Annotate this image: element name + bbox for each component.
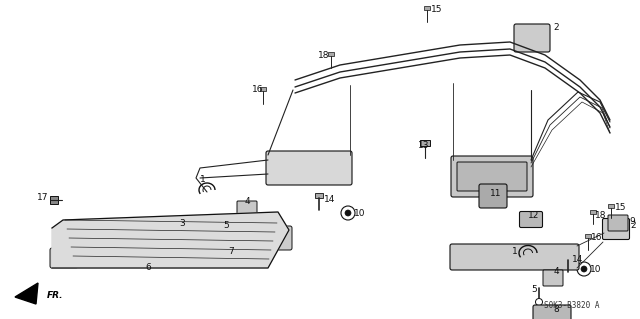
- FancyBboxPatch shape: [590, 210, 596, 214]
- FancyBboxPatch shape: [451, 156, 533, 197]
- Text: 5: 5: [223, 220, 229, 229]
- Text: 4: 4: [244, 197, 250, 205]
- Polygon shape: [15, 283, 38, 304]
- FancyBboxPatch shape: [585, 234, 591, 238]
- Text: 17: 17: [37, 194, 49, 203]
- Text: 1: 1: [512, 248, 518, 256]
- FancyBboxPatch shape: [50, 196, 58, 204]
- FancyBboxPatch shape: [328, 52, 334, 56]
- Text: 18: 18: [318, 51, 330, 61]
- FancyBboxPatch shape: [602, 219, 630, 240]
- Text: 9: 9: [629, 217, 635, 226]
- Text: 2: 2: [553, 24, 559, 33]
- Text: 13: 13: [419, 142, 429, 151]
- FancyBboxPatch shape: [457, 162, 527, 191]
- FancyBboxPatch shape: [450, 244, 579, 270]
- Text: 3: 3: [179, 219, 185, 227]
- Text: 7: 7: [228, 248, 234, 256]
- FancyBboxPatch shape: [50, 248, 78, 268]
- Text: 12: 12: [528, 211, 540, 220]
- Text: 16: 16: [591, 234, 603, 242]
- FancyBboxPatch shape: [520, 211, 543, 227]
- FancyBboxPatch shape: [479, 184, 507, 208]
- Text: 10: 10: [355, 209, 365, 218]
- FancyBboxPatch shape: [266, 151, 352, 185]
- FancyBboxPatch shape: [533, 305, 571, 319]
- Text: 15: 15: [431, 5, 443, 14]
- FancyBboxPatch shape: [420, 140, 430, 146]
- Text: 11: 11: [490, 189, 502, 197]
- Text: S0K3-B3820 A: S0K3-B3820 A: [544, 301, 600, 310]
- FancyBboxPatch shape: [261, 226, 292, 250]
- Circle shape: [581, 266, 587, 272]
- Text: 2: 2: [630, 221, 636, 231]
- FancyBboxPatch shape: [237, 201, 257, 216]
- Text: 10: 10: [590, 265, 602, 275]
- Text: 14: 14: [572, 256, 584, 264]
- Text: 15: 15: [615, 204, 627, 212]
- FancyBboxPatch shape: [514, 24, 550, 52]
- Text: 16: 16: [252, 85, 264, 94]
- Circle shape: [345, 210, 351, 216]
- Text: 5: 5: [531, 285, 537, 293]
- Text: 1: 1: [200, 175, 206, 184]
- Text: 6: 6: [145, 263, 151, 271]
- FancyBboxPatch shape: [424, 6, 430, 10]
- Text: FR.: FR.: [47, 291, 63, 300]
- Text: 14: 14: [324, 196, 336, 204]
- FancyBboxPatch shape: [564, 256, 572, 261]
- FancyBboxPatch shape: [608, 204, 614, 208]
- FancyBboxPatch shape: [543, 270, 563, 286]
- FancyBboxPatch shape: [315, 193, 323, 198]
- FancyBboxPatch shape: [260, 87, 266, 91]
- Text: 18: 18: [595, 211, 607, 220]
- Text: 4: 4: [553, 266, 559, 276]
- Polygon shape: [52, 212, 289, 268]
- FancyBboxPatch shape: [608, 215, 628, 231]
- Text: 8: 8: [553, 305, 559, 314]
- FancyBboxPatch shape: [225, 247, 250, 264]
